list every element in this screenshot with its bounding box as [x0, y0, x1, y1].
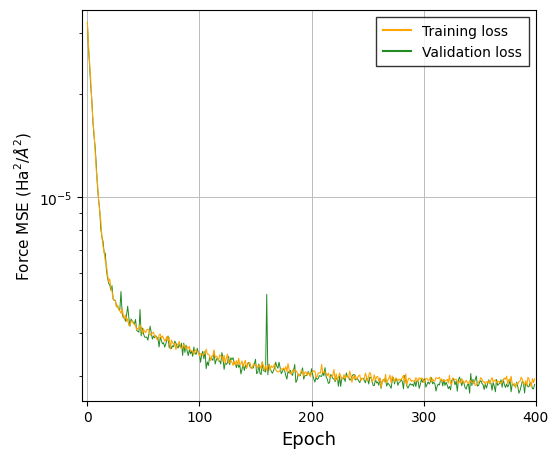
Validation loss — [407, 381, 414, 386]
Training loss — [512, 385, 519, 391]
Y-axis label: Force MSE (Ha$^2$/$\AA^2$): Force MSE (Ha$^2$/$\AA^2$) — [11, 131, 33, 280]
Legend: Training loss, Validation loss: Training loss, Validation loss — [376, 18, 529, 67]
Training loss — [407, 376, 414, 382]
Training loss — [365, 373, 372, 378]
Validation loss — [261, 368, 268, 374]
Validation loss — [230, 355, 236, 361]
Training loss — [531, 376, 538, 382]
Training loss — [230, 363, 236, 369]
Training loss — [409, 378, 416, 383]
Line: Training loss: Training loss — [87, 23, 535, 388]
X-axis label: Epoch: Epoch — [281, 430, 336, 448]
Validation loss — [365, 381, 372, 387]
Training loss — [138, 325, 144, 330]
Training loss — [84, 20, 91, 26]
Validation loss — [466, 391, 473, 396]
Line: Validation loss: Validation loss — [87, 23, 535, 393]
Validation loss — [409, 381, 416, 387]
Training loss — [261, 368, 268, 374]
Validation loss — [84, 21, 91, 26]
Validation loss — [138, 333, 144, 339]
Validation loss — [531, 382, 538, 387]
